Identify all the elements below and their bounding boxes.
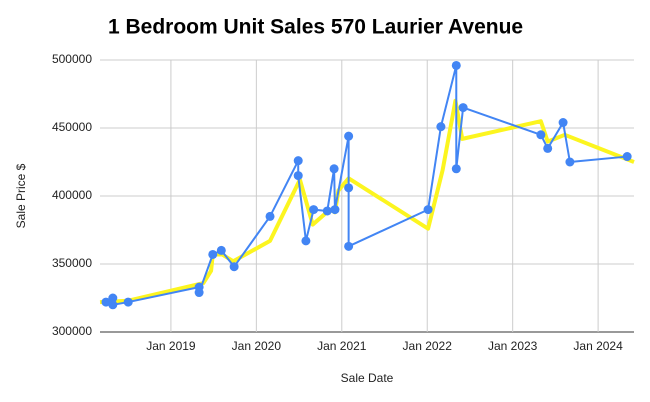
data-point <box>536 130 546 140</box>
data-point <box>622 152 632 162</box>
y-axis-label: Sale Price $ <box>14 163 28 228</box>
data-point <box>194 288 204 298</box>
data-point <box>293 171 303 181</box>
data-point <box>322 206 332 216</box>
y-tick-label: 500000 <box>52 52 92 66</box>
chart-title: 1 Bedroom Unit Sales 570 Laurier Avenue <box>108 16 523 39</box>
data-point <box>301 236 311 246</box>
x-tick-label: Jan 2024 <box>573 339 623 353</box>
data-point <box>229 262 239 272</box>
data-point <box>101 297 111 307</box>
data-point <box>216 245 226 255</box>
data-point <box>344 183 354 193</box>
y-tick-label: 350000 <box>52 256 92 270</box>
y-tick-label: 400000 <box>52 188 92 202</box>
x-tick-label: Jan 2023 <box>488 339 538 353</box>
data-point <box>108 293 118 303</box>
data-point <box>558 118 568 128</box>
data-point <box>451 60 461 70</box>
data-point <box>330 205 340 215</box>
x-tick-label: Jan 2020 <box>232 339 282 353</box>
data-point <box>458 103 468 113</box>
data-point <box>344 241 354 251</box>
data-point <box>451 164 461 174</box>
x-tick-label: Jan 2019 <box>146 339 196 353</box>
data-point <box>293 156 303 166</box>
data-point <box>423 205 433 215</box>
data-point <box>344 131 354 141</box>
data-point <box>208 249 218 259</box>
data-point <box>329 164 339 174</box>
y-tick-label: 450000 <box>52 120 92 134</box>
data-point <box>123 297 133 307</box>
data-point <box>543 143 553 153</box>
data-point <box>108 300 118 310</box>
data-point <box>265 211 275 221</box>
data-point <box>309 205 319 215</box>
data-point <box>436 122 446 132</box>
x-axis-label: Sale Date <box>341 371 394 385</box>
data-point <box>565 157 575 167</box>
x-tick-label: Jan 2021 <box>317 339 367 353</box>
x-tick-label: Jan 2022 <box>403 339 453 353</box>
y-tick-label: 300000 <box>52 324 92 338</box>
